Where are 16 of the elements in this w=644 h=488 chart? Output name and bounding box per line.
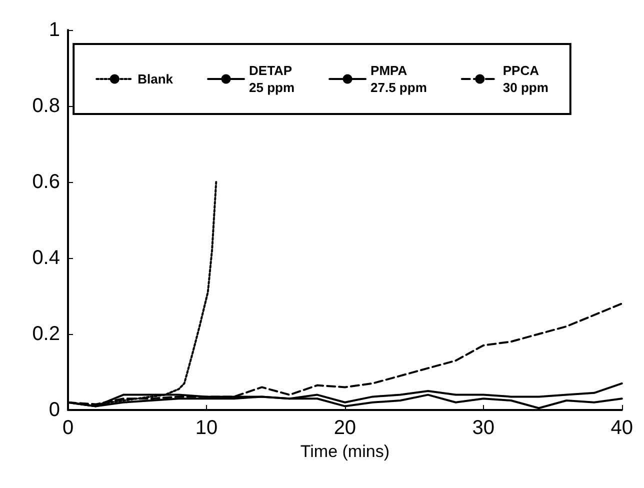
y-tick-label: 0.4 [32,247,60,269]
legend-label: PMPA 27.5 ppm [370,63,427,95]
legend-label: Blank [138,72,174,86]
legend-label: DETAP 25 ppm [249,63,295,95]
x-tick-label: 0 [62,417,74,439]
x-axis-title: Time (mins) [300,442,390,461]
y-tick-label: 0.2 [32,323,60,345]
y-tick-label: 1 [48,19,60,41]
x-tick-label: 40 [610,417,633,439]
x-tick-label: 10 [195,417,218,439]
x-tick-label: 30 [472,417,495,439]
y-tick-label: 0.8 [32,95,60,117]
legend-label: PPCA 30 ppm [502,63,548,95]
x-tick-label: 20 [334,417,356,439]
y-tick-label: 0.6 [32,171,60,193]
y-tick-label: 0 [48,399,60,421]
